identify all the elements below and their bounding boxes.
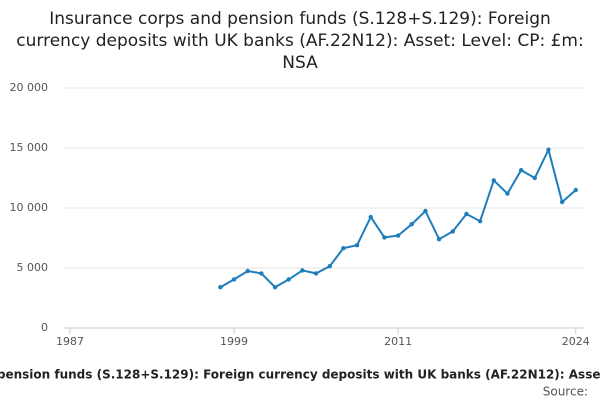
- point: [231, 277, 237, 282]
- point: [491, 178, 496, 183]
- x-tick-label: 1999: [220, 335, 248, 348]
- point: [532, 175, 537, 181]
- point: [573, 187, 578, 193]
- point: [464, 211, 469, 217]
- y-tick-label: 0: [41, 321, 48, 334]
- point: [382, 235, 387, 240]
- chart-title: Insurance corps and pension funds (S.128…: [16, 9, 584, 73]
- point: [341, 246, 346, 251]
- y-tick-label: 5 000: [17, 261, 49, 274]
- point: [423, 208, 428, 214]
- point: [218, 285, 223, 290]
- point: [409, 222, 414, 227]
- x-tick-label: 2024: [562, 335, 590, 348]
- point: [354, 243, 360, 248]
- source: Source:: [543, 385, 588, 399]
- point: [559, 199, 565, 205]
- point: [286, 277, 291, 282]
- x-tick-label: 1987: [56, 335, 84, 348]
- point: [518, 168, 524, 173]
- legend-caption: Insurance corps and pension funds (S.128…: [0, 368, 600, 382]
- point: [546, 147, 551, 152]
- y-tick-label: 15 000: [10, 141, 49, 154]
- point: [300, 268, 305, 273]
- y-tick-label: 10 000: [10, 201, 49, 214]
- x-tick-label: 2011: [384, 335, 412, 348]
- point: [272, 285, 278, 290]
- point: [505, 191, 510, 196]
- point: [395, 233, 401, 238]
- point: [259, 271, 264, 276]
- point: [368, 214, 373, 220]
- point: [245, 268, 250, 274]
- point: [477, 219, 483, 224]
- point: [313, 271, 319, 276]
- point: [436, 237, 442, 242]
- y-tick-label: 20 000: [10, 81, 49, 94]
- point: [327, 264, 332, 269]
- point: [450, 229, 455, 234]
